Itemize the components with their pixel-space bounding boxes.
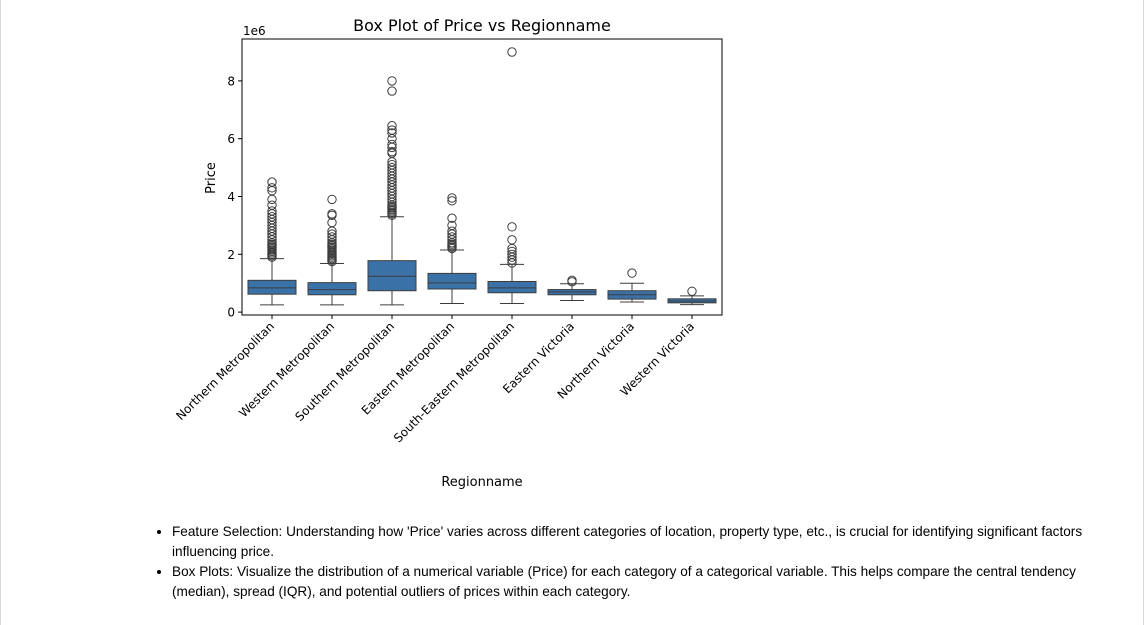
box-2	[367, 260, 417, 292]
chart-title: Box Plot of Price vs Regionname	[353, 16, 611, 35]
outlier-point	[267, 206, 277, 216]
outlier-point	[447, 220, 457, 231]
outlier-point	[627, 268, 637, 278]
outlier-point	[267, 183, 277, 193]
box-1	[307, 282, 357, 296]
outlier-point	[447, 193, 457, 203]
y-offset-label: 1e6	[243, 24, 266, 38]
outlier-point	[567, 275, 577, 286]
box-4	[487, 280, 537, 294]
plot-frame	[241, 38, 723, 316]
outlier-point	[327, 229, 337, 239]
box-plot-chart: Box Plot of Price vs Regionname 1e6 Pric…	[173, 16, 723, 490]
outlier-point	[387, 160, 397, 170]
outlier-point	[327, 194, 337, 205]
box-3	[427, 272, 477, 290]
note-feature-selection: Feature Selection: Understanding how 'Pr…	[172, 522, 1132, 562]
y-tick-label: 2	[227, 248, 235, 262]
outlier-point	[387, 121, 397, 131]
x-tick-label: Southern Metropolitan	[292, 319, 397, 424]
outlier-point	[267, 177, 277, 187]
y-axis-label: Price	[204, 162, 219, 194]
x-tick-label: South-Eastern Metropolitan	[391, 319, 517, 445]
outlier-point	[387, 147, 397, 157]
note-box-plots: Box Plots: Visualize the distribution of…	[172, 562, 1132, 602]
y-tick-label: 6	[227, 132, 235, 146]
box-0	[247, 279, 297, 295]
outlier-point	[387, 76, 397, 86]
outlier-point	[687, 286, 697, 297]
outlier-point	[267, 194, 277, 205]
y-tick-label: 8	[227, 74, 235, 88]
outlier-point	[327, 232, 337, 242]
outlier-point	[447, 196, 457, 206]
outlier-point	[387, 86, 397, 96]
frame-left-border	[0, 0, 1, 625]
outlier-point	[507, 246, 517, 257]
y-tick-label: 4	[227, 190, 235, 204]
outlier-point	[387, 162, 397, 173]
outlier-point	[447, 232, 457, 242]
outlier-point	[507, 235, 517, 245]
y-tick-label: 0	[227, 306, 235, 320]
outlier-point	[507, 47, 517, 57]
x-axis-label: Regionname	[441, 475, 522, 490]
outlier-point	[387, 128, 397, 138]
outlier-point	[447, 226, 457, 236]
outlier-point	[447, 213, 457, 223]
outlier-point	[267, 212, 277, 222]
notes-list: Feature Selection: Understanding how 'Pr…	[150, 522, 1132, 602]
outlier-point	[507, 222, 517, 232]
outlier-point	[387, 125, 397, 135]
x-tick-label: Northern Metropolitan	[173, 319, 277, 423]
outlier-point	[267, 200, 277, 210]
outlier-point	[507, 249, 517, 260]
outlier-point	[387, 139, 397, 150]
outlier-point	[327, 209, 337, 219]
